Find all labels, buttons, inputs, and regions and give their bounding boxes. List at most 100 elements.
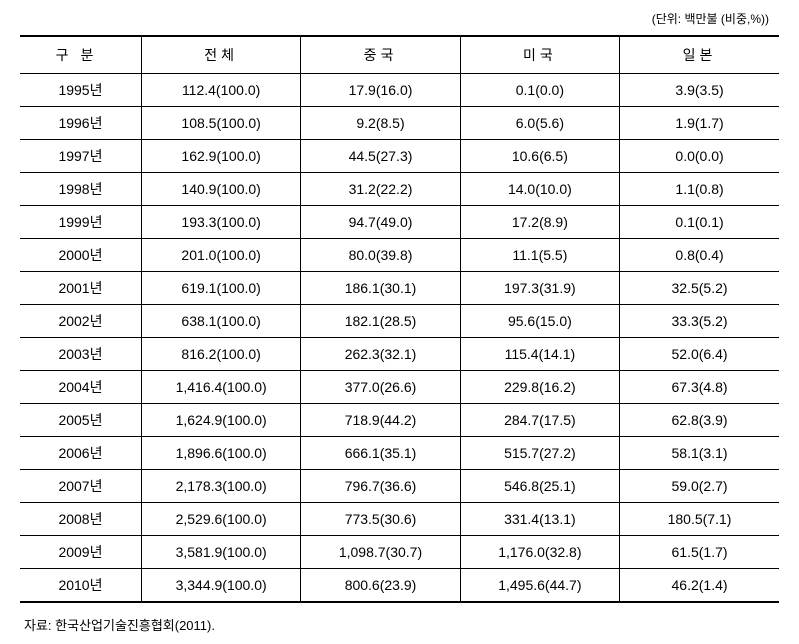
table-row: 2008년2,529.6(100.0)773.5(30.6)331.4(13.1… [20,503,779,536]
cell-usa: 10.6(6.5) [460,140,619,173]
cell-total: 3,581.9(100.0) [141,536,300,569]
cell-japan: 32.5(5.2) [620,272,779,305]
cell-usa: 1,176.0(32.8) [460,536,619,569]
cell-usa: 197.3(31.9) [460,272,619,305]
cell-usa: 115.4(14.1) [460,338,619,371]
table-row: 1998년140.9(100.0)31.2(22.2)14.0(10.0)1.1… [20,173,779,206]
cell-japan: 61.5(1.7) [620,536,779,569]
table-row: 1995년112.4(100.0)17.9(16.0)0.1(0.0)3.9(3… [20,74,779,107]
cell-usa: 11.1(5.5) [460,239,619,272]
cell-usa: 515.7(27.2) [460,437,619,470]
table-row: 2002년638.1(100.0)182.1(28.5)95.6(15.0)33… [20,305,779,338]
cell-year: 2003년 [20,338,141,371]
cell-total: 2,529.6(100.0) [141,503,300,536]
table-row: 2005년1,624.9(100.0)718.9(44.2)284.7(17.5… [20,404,779,437]
cell-usa: 14.0(10.0) [460,173,619,206]
cell-year: 2008년 [20,503,141,536]
cell-china: 31.2(22.2) [301,173,460,206]
cell-china: 17.9(16.0) [301,74,460,107]
cell-year: 2001년 [20,272,141,305]
data-table: 구분 전체 중국 미국 일본 1995년112.4(100.0)17.9(16.… [20,35,779,603]
cell-japan: 1.1(0.8) [620,173,779,206]
table-row: 2001년619.1(100.0)186.1(30.1)197.3(31.9)3… [20,272,779,305]
cell-china: 718.9(44.2) [301,404,460,437]
cell-china: 377.0(26.6) [301,371,460,404]
cell-total: 1,416.4(100.0) [141,371,300,404]
cell-japan: 0.1(0.1) [620,206,779,239]
cell-usa: 1,495.6(44.7) [460,569,619,603]
cell-year: 1998년 [20,173,141,206]
cell-china: 94.7(49.0) [301,206,460,239]
cell-total: 108.5(100.0) [141,107,300,140]
table-row: 2004년1,416.4(100.0)377.0(26.6)229.8(16.2… [20,371,779,404]
cell-japan: 59.0(2.7) [620,470,779,503]
cell-japan: 67.3(4.8) [620,371,779,404]
cell-total: 638.1(100.0) [141,305,300,338]
cell-year: 2006년 [20,437,141,470]
cell-year: 1999년 [20,206,141,239]
cell-year: 1997년 [20,140,141,173]
table-row: 1996년108.5(100.0)9.2(8.5)6.0(5.6)1.9(1.7… [20,107,779,140]
cell-usa: 284.7(17.5) [460,404,619,437]
cell-year: 2009년 [20,536,141,569]
table-row: 1999년193.3(100.0)94.7(49.0)17.2(8.9)0.1(… [20,206,779,239]
cell-japan: 33.3(5.2) [620,305,779,338]
cell-usa: 331.4(13.1) [460,503,619,536]
cell-total: 140.9(100.0) [141,173,300,206]
cell-china: 800.6(23.9) [301,569,460,603]
cell-year: 2000년 [20,239,141,272]
cell-china: 9.2(8.5) [301,107,460,140]
cell-total: 3,344.9(100.0) [141,569,300,603]
cell-usa: 546.8(25.1) [460,470,619,503]
cell-year: 2005년 [20,404,141,437]
cell-total: 619.1(100.0) [141,272,300,305]
table-row: 2007년2,178.3(100.0)796.7(36.6)546.8(25.1… [20,470,779,503]
cell-total: 816.2(100.0) [141,338,300,371]
cell-china: 182.1(28.5) [301,305,460,338]
cell-japan: 0.0(0.0) [620,140,779,173]
cell-year: 1996년 [20,107,141,140]
cell-china: 186.1(30.1) [301,272,460,305]
cell-japan: 3.9(3.5) [620,74,779,107]
cell-total: 201.0(100.0) [141,239,300,272]
cell-japan: 0.8(0.4) [620,239,779,272]
table-row: 2006년1,896.6(100.0)666.1(35.1)515.7(27.2… [20,437,779,470]
cell-usa: 229.8(16.2) [460,371,619,404]
cell-total: 2,178.3(100.0) [141,470,300,503]
cell-japan: 52.0(6.4) [620,338,779,371]
cell-japan: 1.9(1.7) [620,107,779,140]
cell-usa: 0.1(0.0) [460,74,619,107]
header-row: 구분 전체 중국 미국 일본 [20,36,779,74]
cell-year: 2007년 [20,470,141,503]
table-row: 2009년3,581.9(100.0)1,098.7(30.7)1,176.0(… [20,536,779,569]
cell-china: 773.5(30.6) [301,503,460,536]
cell-japan: 46.2(1.4) [620,569,779,603]
cell-japan: 62.8(3.9) [620,404,779,437]
cell-china: 1,098.7(30.7) [301,536,460,569]
table-row: 2000년201.0(100.0)80.0(39.8)11.1(5.5)0.8(… [20,239,779,272]
header-category: 구분 [20,36,141,74]
cell-china: 262.3(32.1) [301,338,460,371]
cell-china: 796.7(36.6) [301,470,460,503]
table-row: 2003년816.2(100.0)262.3(32.1)115.4(14.1)5… [20,338,779,371]
cell-year: 2010년 [20,569,141,603]
cell-china: 666.1(35.1) [301,437,460,470]
cell-year: 2004년 [20,371,141,404]
header-japan: 일본 [620,36,779,74]
cell-japan: 58.1(3.1) [620,437,779,470]
table-row: 2010년3,344.9(100.0)800.6(23.9)1,495.6(44… [20,569,779,603]
cell-total: 162.9(100.0) [141,140,300,173]
cell-japan: 180.5(7.1) [620,503,779,536]
unit-label: (단위: 백만불 (비중,%)) [20,10,779,27]
header-usa: 미국 [460,36,619,74]
table-row: 1997년162.9(100.0)44.5(27.3)10.6(6.5)0.0(… [20,140,779,173]
header-china: 중국 [301,36,460,74]
cell-total: 1,896.6(100.0) [141,437,300,470]
cell-usa: 95.6(15.0) [460,305,619,338]
header-total: 전체 [141,36,300,74]
cell-china: 80.0(39.8) [301,239,460,272]
cell-china: 44.5(27.3) [301,140,460,173]
cell-total: 193.3(100.0) [141,206,300,239]
cell-total: 112.4(100.0) [141,74,300,107]
cell-year: 2002년 [20,305,141,338]
